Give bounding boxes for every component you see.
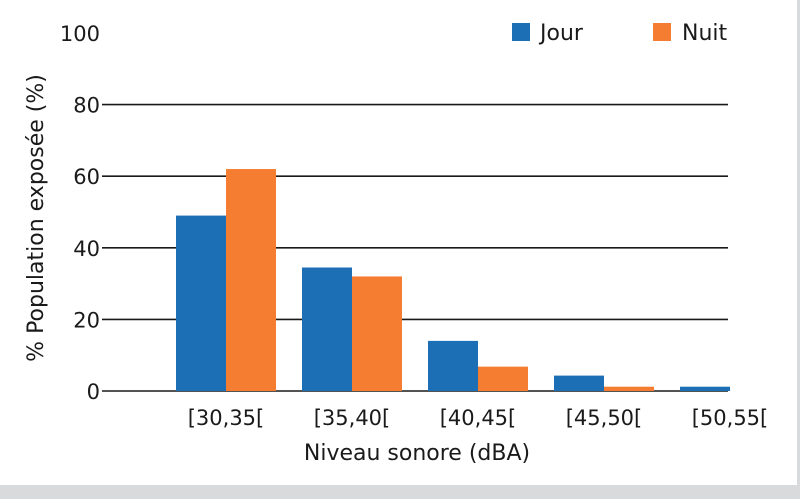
bar-nuit-1 <box>352 276 402 391</box>
x-tick-0: [30,35[ <box>188 406 265 430</box>
y-tick-20: 20 <box>73 308 100 332</box>
x-tick-1: [35,40[ <box>314 406 391 430</box>
bar-jour-0 <box>176 215 226 391</box>
bar-nuit-2 <box>478 366 528 391</box>
y-tick-40: 40 <box>73 237 100 261</box>
bars <box>176 169 730 391</box>
y-tick-80: 80 <box>73 94 100 118</box>
y-tick-labels: 0 20 40 60 80 100 <box>60 22 100 404</box>
bar-nuit-3 <box>604 386 654 391</box>
y-tick-0: 0 <box>87 380 100 404</box>
bar-jour-2 <box>428 340 478 391</box>
legend-swatch-jour <box>512 23 530 41</box>
legend-label-nuit: Nuit <box>682 21 728 46</box>
x-tick-2: [40,45[ <box>440 406 517 430</box>
x-tick-labels: [30,35[ [35,40[ [40,45[ [45,50[ [50,55[ <box>188 406 769 430</box>
bar-jour-1 <box>302 267 352 391</box>
x-axis-title: Niveau sonore (dBA) <box>304 441 530 466</box>
x-tick-3: [45,50[ <box>566 406 643 430</box>
bar-nuit-0 <box>226 169 276 391</box>
y-tick-100: 100 <box>60 22 100 46</box>
bar-jour-4 <box>680 386 730 391</box>
x-tick-4: [50,55[ <box>692 406 769 430</box>
legend: Jour Nuit <box>512 21 728 46</box>
legend-label-jour: Jour <box>538 21 584 46</box>
y-axis-title: % Population exposée (%) <box>24 74 49 362</box>
chart-frame <box>0 0 800 485</box>
bar-jour-3 <box>554 375 604 391</box>
legend-swatch-nuit <box>653 23 671 41</box>
y-tick-60: 60 <box>73 165 100 189</box>
